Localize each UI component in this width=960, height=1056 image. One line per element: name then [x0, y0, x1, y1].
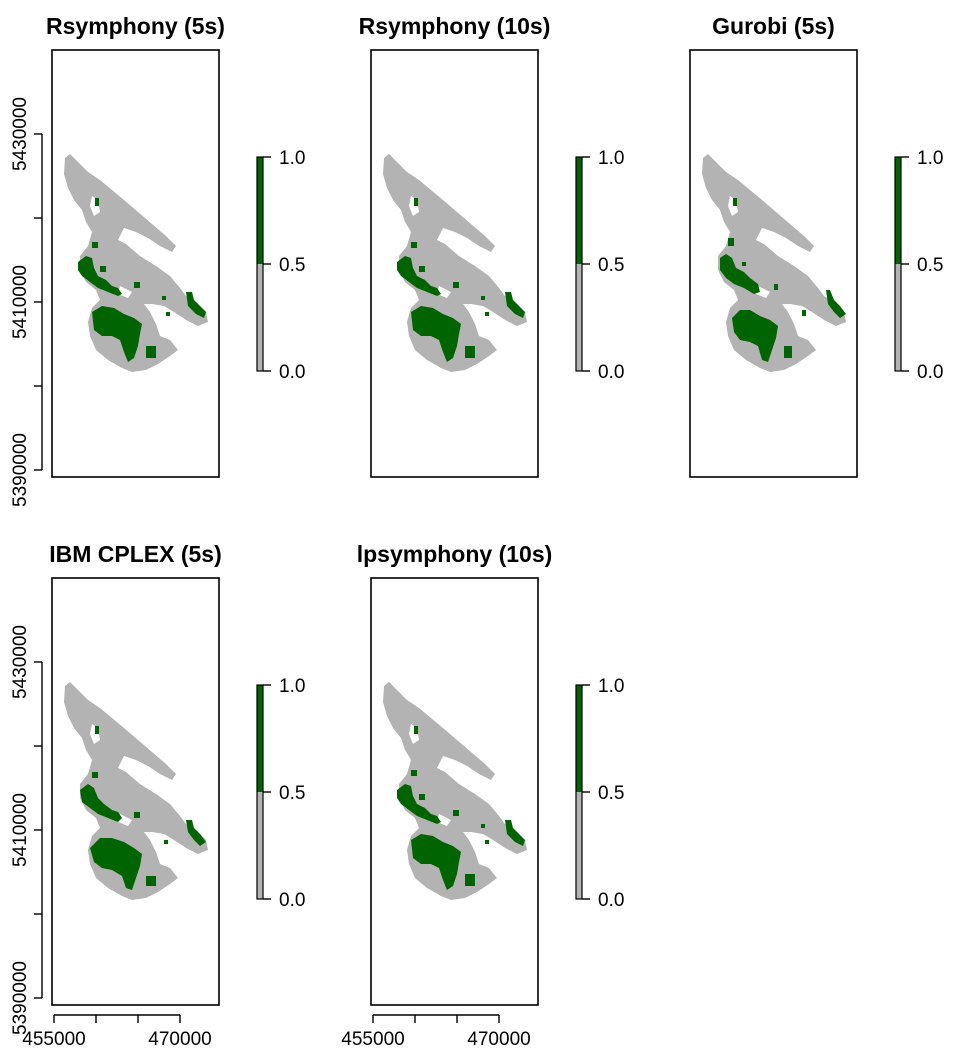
legend-tick-label: 0.0 — [917, 362, 943, 383]
y-tick-label: 5390000 — [10, 961, 31, 1035]
legend-swatch-selected — [895, 157, 901, 264]
x-tick-label: 455000 — [22, 1029, 85, 1050]
x-tick-label: 455000 — [341, 1029, 404, 1050]
map-raster — [383, 154, 527, 372]
legend-tick-label: 0.0 — [598, 890, 624, 911]
legend-swatch-selected — [257, 685, 263, 792]
legend: 0.0 0.5 1.0 — [256, 676, 305, 911]
panel-title: IBM CPLEX (5s) — [49, 541, 222, 567]
x-tick-label: 470000 — [148, 1029, 211, 1050]
legend-tick-label: 0.5 — [279, 783, 305, 804]
legend-swatch-not-selected — [576, 264, 582, 371]
map-panel: Rsymphony (5s)5390000541000054300000.00.… — [10, 13, 305, 507]
legend-tick-label: 1.0 — [598, 676, 624, 697]
legend-swatch-selected — [576, 685, 582, 792]
plot-frame — [689, 49, 858, 478]
legend-tick-label: 0.5 — [917, 255, 943, 276]
legend-swatch-selected — [576, 157, 582, 264]
map-panel: lpsymphony (10s) 455000 470000 0.0 0.5 1.0 — [341, 541, 624, 1050]
legend-swatch-not-selected — [576, 792, 582, 899]
panel-title: Rsymphony (5s) — [46, 13, 225, 39]
panel-title: lpsymphony (10s) — [357, 541, 553, 567]
legend-swatch-not-selected — [257, 792, 263, 899]
y-tick-label: 5430000 — [10, 625, 31, 699]
map-raster — [64, 682, 208, 900]
legend-tick-label: 0.5 — [279, 255, 305, 276]
plot-frame — [51, 577, 220, 1006]
legend-tick-label: 0.5 — [598, 255, 624, 276]
legend-tick-label: 1.0 — [598, 148, 624, 169]
y-tick-label: 5430000 — [10, 97, 31, 171]
plot-frame — [370, 577, 539, 1006]
plot-frame — [51, 49, 220, 478]
legend-tick-label: 0.0 — [279, 890, 305, 911]
legend-tick-label: 0.0 — [598, 362, 624, 383]
panel-title: Gurobi (5s) — [712, 13, 835, 39]
map-panel: Gurobi (5s) 0.0 0.5 1.0 — [689, 13, 943, 478]
map-panel: IBM CPLEX (5s) 5390000 5410000 5430000 45500… — [10, 541, 305, 1050]
map-raster — [702, 154, 846, 372]
legend-swatch-not-selected — [895, 264, 901, 371]
panel-title: Rsymphony (10s) — [359, 13, 551, 39]
legend-swatch-selected — [257, 157, 263, 264]
legend-tick-label: 1.0 — [279, 148, 305, 169]
legend-tick-label: 1.0 — [279, 676, 305, 697]
map-raster — [383, 682, 527, 900]
x-tick-label: 470000 — [467, 1029, 530, 1050]
legend-tick-label: 0.0 — [279, 362, 305, 383]
y-tick-label: 5410000 — [10, 265, 31, 339]
plot-frame — [370, 49, 539, 478]
map-panel: Rsymphony (10s) 0.0 0.5 1.0 — [359, 13, 624, 478]
legend: 0.0 0.5 1.0 — [256, 148, 305, 383]
legend: 0.0 0.5 1.0 — [894, 148, 943, 383]
legend-swatch-not-selected — [257, 264, 263, 371]
legend: 0.0 0.5 1.0 — [575, 676, 624, 911]
y-tick-label: 5390000 — [10, 433, 31, 507]
y-tick-label: 5410000 — [10, 793, 31, 867]
map-raster — [64, 154, 208, 372]
legend-tick-label: 1.0 — [917, 148, 943, 169]
legend: 0.0 0.5 1.0 — [575, 148, 624, 383]
legend-tick-label: 0.5 — [598, 783, 624, 804]
